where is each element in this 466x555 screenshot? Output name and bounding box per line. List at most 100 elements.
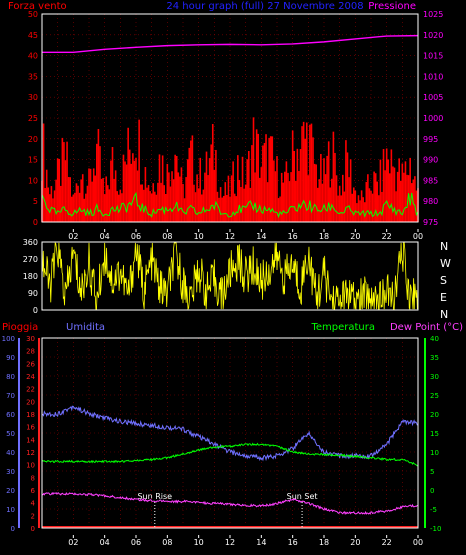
pressure-line	[42, 34, 419, 53]
humidity-y-tick-label: 20	[6, 487, 15, 495]
lower-x-tick-label: 06	[131, 538, 141, 547]
pressure-y-tick-label: 995	[423, 135, 438, 144]
temperature-line	[41, 442, 419, 467]
rain-y-tick-label: 4	[31, 500, 36, 508]
temperature-y-tick-label: 10	[430, 449, 439, 457]
wind-y-tick-label: 30	[28, 93, 38, 102]
rain-label: Pioggia	[2, 322, 38, 333]
wind-x-tick-label: 20	[350, 232, 360, 241]
wind-y-tick-label: 50	[28, 10, 38, 19]
direction-y-tick-label: 270	[23, 255, 38, 264]
wind-y-tick-label: 35	[28, 72, 38, 81]
wind-y-tick-label: 0	[33, 218, 38, 227]
rain-y-tick-label: 8	[31, 474, 35, 482]
direction-y-tick-label: 180	[23, 272, 38, 281]
rain-y-tick-label: 10	[26, 462, 35, 470]
humidity-y-tick-label: 50	[6, 430, 15, 438]
wind-x-tick-label: 02	[68, 232, 78, 241]
rain-y-tick-label: 26	[26, 360, 35, 368]
wind-x-tick-label: 04	[100, 232, 110, 241]
temperature-y-tick-label: 30	[430, 373, 439, 381]
humidity-y-tick-label: 60	[6, 411, 15, 419]
temperature-y-tick-label: 35	[430, 354, 439, 362]
wind-y-tick-label: 25	[28, 114, 38, 123]
wind-speed-label: Forza vento	[8, 1, 67, 12]
dew-point-label: Dew Point (°C)	[390, 322, 463, 333]
wind-x-tick-label: 16	[288, 232, 298, 241]
pressure-y-tick-label: 985	[423, 176, 438, 185]
direction-y-tick-label: 0	[33, 306, 38, 315]
temperature-y-tick-label: 40	[430, 335, 439, 343]
rain-y-tick-label: 18	[26, 411, 35, 419]
compass-n-bottom: N	[440, 308, 448, 321]
sunset-annotation: Sun Set	[287, 492, 318, 501]
humidity-y-tick-label: 10	[6, 506, 15, 514]
rain-y-tick-label: 6	[31, 487, 36, 495]
wind-y-tick-label: 10	[28, 176, 38, 185]
wind-x-tick-label: 00	[413, 232, 423, 241]
rain-y-tick-label: 0	[31, 525, 35, 533]
wind-y-tick-label: 15	[28, 156, 38, 165]
pressure-y-tick-label: 1005	[423, 93, 443, 102]
dewpoint-line	[41, 491, 419, 515]
direction-panel-frame	[41, 241, 419, 311]
wind-x-tick-label: 22	[382, 232, 392, 241]
direction-y-tick-label: 90	[28, 289, 38, 298]
compass-s: S	[440, 274, 447, 287]
lower-x-tick-label: 02	[68, 538, 78, 547]
wind-y-tick-label: 5	[33, 197, 38, 206]
temperature-y-tick-label: 5	[430, 468, 434, 476]
lower-x-tick-label: 08	[162, 538, 172, 547]
compass-w: W	[440, 257, 451, 270]
humidity-y-tick-label: 80	[6, 373, 15, 381]
pressure-y-tick-label: 1020	[423, 31, 443, 40]
pressure-y-tick-label: 975	[423, 218, 438, 227]
pressure-y-tick-label: 1015	[423, 52, 443, 61]
rain-y-tick-label: 28	[26, 348, 35, 356]
lower-x-tick-label: 00	[413, 538, 423, 547]
wind-x-tick-label: 08	[162, 232, 172, 241]
wind-x-tick-label: 10	[194, 232, 204, 241]
temperature-y-tick-label: -10	[430, 525, 441, 533]
humidity-y-tick-label: 40	[6, 449, 15, 457]
humidity-y-tick-label: 100	[2, 335, 15, 343]
pressure-y-tick-label: 1000	[423, 114, 443, 123]
wind-panel-frame	[41, 13, 419, 223]
compass-n-top: N	[440, 240, 448, 253]
rain-y-tick-label: 16	[26, 424, 35, 432]
temperature-y-tick-label: 20	[430, 411, 439, 419]
wind-x-tick-label: 18	[319, 232, 329, 241]
humidity-y-tick-label: 70	[6, 392, 15, 400]
rain-y-tick-label: 24	[26, 373, 35, 381]
graph-title: 24 hour graph (full) 27 Novembre 2008	[166, 1, 363, 12]
wind-direction-line	[41, 241, 419, 311]
temperature-y-tick-label: 15	[430, 430, 439, 438]
lower-x-tick-label: 10	[194, 538, 204, 547]
direction-y-tick-label: 360	[23, 238, 38, 247]
rain-y-tick-label: 12	[26, 449, 35, 457]
humidity-y-tick-label: 30	[6, 468, 15, 476]
temperature-y-tick-label: -5	[430, 506, 437, 514]
wind-x-tick-label: 12	[225, 232, 235, 241]
rain-y-tick-label: 22	[26, 386, 35, 394]
temperature-y-tick-label: 25	[430, 392, 439, 400]
lower-x-tick-label: 16	[288, 538, 298, 547]
rain-y-tick-label: 30	[26, 335, 35, 343]
temperature-y-tick-label: 0	[430, 487, 434, 495]
rain-y-tick-label: 2	[31, 512, 35, 520]
humidity-y-tick-label: 0	[11, 525, 15, 533]
compass-e: E	[440, 291, 447, 304]
lower-x-tick-label: 20	[350, 538, 360, 547]
pressure-y-tick-label: 990	[423, 156, 438, 165]
lower-x-tick-label: 04	[100, 538, 110, 547]
rain-y-tick-label: 14	[26, 436, 35, 444]
temperature-label: Temperatura	[310, 322, 375, 333]
humidity-y-tick-label: 90	[6, 354, 15, 362]
humidity-label: Umidita	[66, 322, 105, 333]
chart-marks: 0510152025303540455097598098599099510001…	[2, 10, 444, 547]
wind-x-tick-label: 06	[131, 232, 141, 241]
wind-y-tick-label: 40	[28, 52, 38, 61]
lower-panel-frame	[41, 337, 419, 529]
